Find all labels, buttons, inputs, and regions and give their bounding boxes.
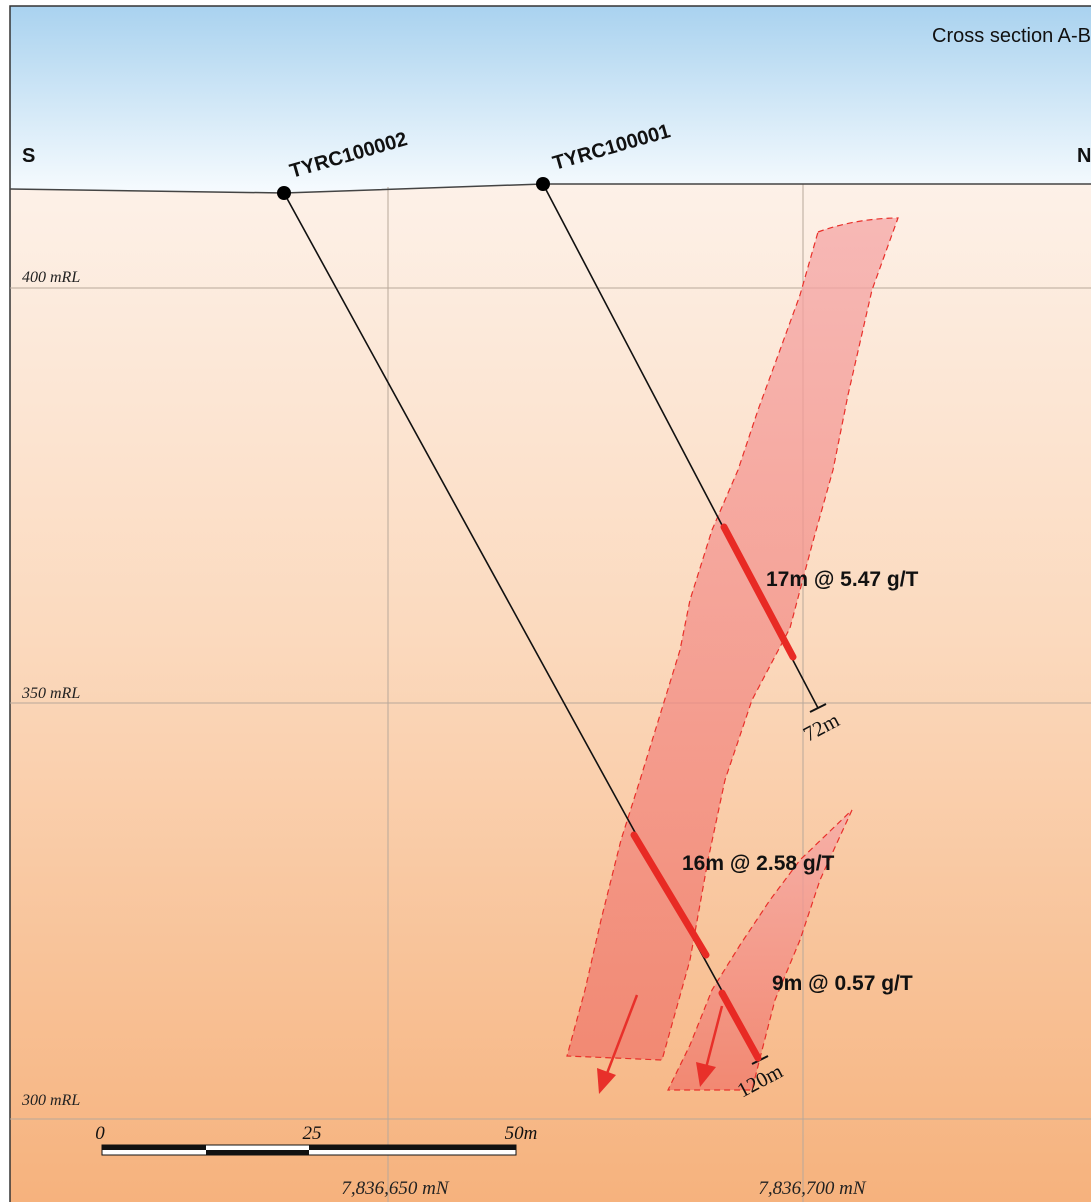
orientation-north: N <box>1077 145 1091 167</box>
sky-background <box>10 6 1091 192</box>
diagram-frame <box>9 5 1091 1202</box>
intercept-label-17m: 17m @ 5.47 g/T <box>766 568 919 591</box>
rl-label-300: 300 mRL <box>21 1092 80 1109</box>
orientation-south: S <box>22 145 35 167</box>
intercept-bar-17m <box>720 523 797 661</box>
scale-bar-segment <box>309 1145 516 1150</box>
rl-label-350: 350 mRL <box>21 685 80 702</box>
scale-label-50m: 50m <box>505 1123 538 1144</box>
end-of-hole-tick-tyrc100001 <box>809 703 827 713</box>
rl-label-400: 400 mRL <box>22 269 80 286</box>
scale-bar <box>101 1144 517 1156</box>
intercept-bar-16m <box>630 831 710 959</box>
northing-label-1: 7,836,650 mN <box>341 1178 449 1199</box>
northing-label-2: 7,836,700 mN <box>758 1178 866 1199</box>
collar-tyrc100001 <box>536 177 550 191</box>
scale-label-0: 0 <box>95 1123 105 1144</box>
mineralised-zone-main <box>566 217 899 1061</box>
collar-tyrc100002 <box>277 186 291 200</box>
topography-line <box>9 183 1091 194</box>
scale-label-25: 25 <box>303 1123 322 1144</box>
intercept-label-9m: 9m @ 0.57 g/T <box>772 972 913 995</box>
scale-bar-segment <box>102 1145 206 1150</box>
section-title: Cross section A-B <box>932 25 1091 47</box>
intercept-bar-9m <box>718 989 762 1062</box>
ground-background <box>10 184 1091 1202</box>
intercept-label-16m: 16m @ 2.58 g/T <box>682 852 835 875</box>
plunge-arrow-2 <box>696 1005 724 1087</box>
scale-bar-segment <box>206 1150 309 1155</box>
mineralised-zone-lower <box>667 809 853 1091</box>
plunge-arrow-1 <box>597 994 639 1094</box>
